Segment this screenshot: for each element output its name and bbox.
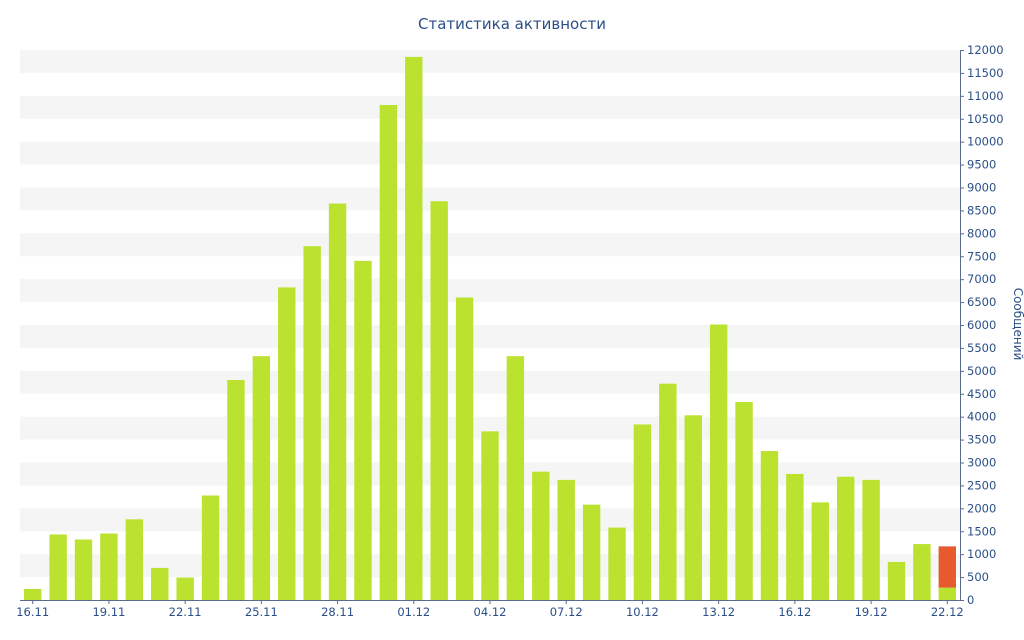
bar xyxy=(836,476,855,600)
bar xyxy=(227,380,245,600)
y-tick-label: 3500 xyxy=(967,433,996,447)
grid-band xyxy=(20,95,960,119)
y-tick-label: 7000 xyxy=(967,272,996,286)
bar xyxy=(938,587,956,600)
x-tick-label: 10.12 xyxy=(626,605,659,619)
x-tick-label: 19.11 xyxy=(92,605,125,619)
bars xyxy=(24,56,956,600)
y-tick-label: 8000 xyxy=(967,226,996,240)
bar xyxy=(811,502,829,600)
bar xyxy=(532,471,550,600)
bar-segment-highlight xyxy=(938,546,956,588)
y-tick-label: 9500 xyxy=(967,158,996,172)
bar xyxy=(862,479,880,600)
x-tick-label: 22.12 xyxy=(931,605,964,619)
bar xyxy=(913,544,931,600)
bar xyxy=(735,402,753,600)
y-tick-label: 1500 xyxy=(967,524,996,538)
y-tick-label: 0 xyxy=(967,593,974,607)
bar xyxy=(176,577,194,600)
bar xyxy=(151,567,169,600)
x-tick-label: 16.11 xyxy=(16,605,49,619)
bar xyxy=(24,589,42,600)
bar xyxy=(608,527,626,600)
bar xyxy=(786,473,804,600)
bar xyxy=(455,297,474,600)
bar xyxy=(100,533,118,600)
bar xyxy=(405,56,423,600)
y-tick-label: 8500 xyxy=(967,203,996,217)
y-tick-label: 5500 xyxy=(967,341,996,355)
y-axis-label: Сообщений xyxy=(1011,288,1024,361)
bar xyxy=(303,246,321,600)
bar xyxy=(659,383,677,600)
x-tick-label: 28.11 xyxy=(321,605,354,619)
x-tick-label: 01.12 xyxy=(397,605,430,619)
bar xyxy=(74,539,93,600)
chart-title: Статистика активности xyxy=(418,15,606,33)
bar xyxy=(49,534,67,600)
x-tick-label: 13.12 xyxy=(702,605,735,619)
x-tick-label: 07.12 xyxy=(550,605,583,619)
grid-band xyxy=(20,279,960,303)
y-tick-label: 7500 xyxy=(967,249,996,263)
y-tick-label: 2000 xyxy=(967,501,996,515)
bar xyxy=(709,324,728,600)
bar xyxy=(557,479,575,600)
bar xyxy=(684,415,702,600)
bar xyxy=(278,287,296,600)
y-tick-label: 11000 xyxy=(967,89,1004,103)
y-tick-label: 10500 xyxy=(967,112,1004,126)
bar xyxy=(201,495,220,600)
y-tick-label: 3000 xyxy=(967,456,996,470)
bar xyxy=(354,260,372,600)
bar xyxy=(506,356,525,600)
bar xyxy=(582,504,601,600)
y-tick-label: 11500 xyxy=(967,66,1004,80)
x-tick-label: 19.12 xyxy=(855,605,888,619)
y-tick-label: 10000 xyxy=(967,135,1004,149)
x-tick-label: 04.12 xyxy=(474,605,507,619)
y-tick-label: 2500 xyxy=(967,478,996,492)
x-tick-label: 22.11 xyxy=(169,605,202,619)
y-tick-label: 12000 xyxy=(967,43,1004,57)
y-tick-label: 5000 xyxy=(967,364,996,378)
x-tick-labels: 16.11 19.11 22.11 25.11 28.11 01.12 04.12 07.12… xyxy=(16,600,964,619)
y-tick-label: 4000 xyxy=(967,410,996,424)
bar xyxy=(887,561,906,600)
x-tick-label: 16.12 xyxy=(778,605,811,619)
bar xyxy=(430,201,448,600)
grid-band xyxy=(20,141,960,165)
y-tick-label: 6000 xyxy=(967,318,996,332)
bar xyxy=(633,424,652,600)
y-tick-label: 6500 xyxy=(967,295,996,309)
y-tick-label: 4500 xyxy=(967,387,996,401)
bar xyxy=(379,105,398,600)
bar xyxy=(328,203,347,600)
bar xyxy=(760,451,779,600)
bar xyxy=(252,356,271,600)
grid-band xyxy=(20,187,960,211)
bar xyxy=(481,431,499,600)
grid-band xyxy=(20,325,960,348)
grid-band xyxy=(20,50,960,73)
bar xyxy=(125,519,144,600)
y-tick-label: 500 xyxy=(967,570,989,584)
grid-band xyxy=(20,233,960,257)
y-tick-label: 9000 xyxy=(967,181,996,195)
y-tick-label: 1000 xyxy=(967,547,996,561)
y-tick-labels: 0 500 1000 1500 2000 2500 3000 3500 4000 4500 5000… xyxy=(960,43,1004,607)
x-tick-label: 25.11 xyxy=(245,605,278,619)
grid-band xyxy=(20,370,960,394)
